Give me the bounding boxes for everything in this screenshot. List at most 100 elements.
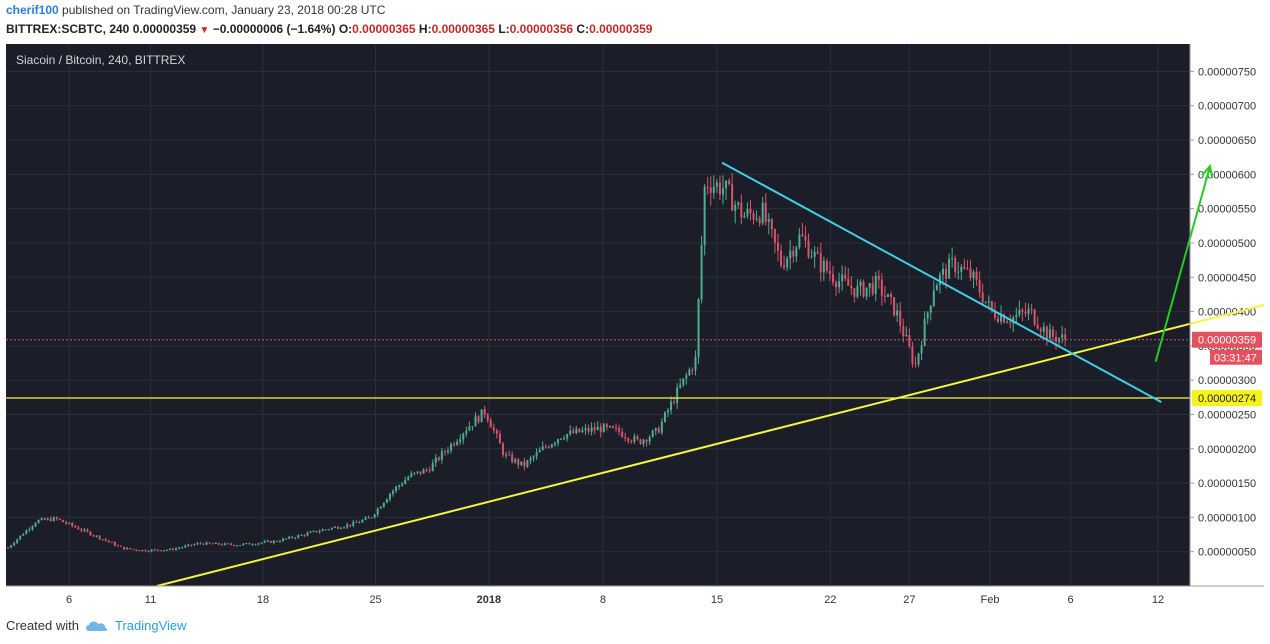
candle-body [712,186,715,193]
candle-body [715,182,718,187]
candle-body [514,459,517,463]
candle-body [312,530,315,532]
candle-body [480,409,483,423]
candle-body [996,318,999,322]
candle-body [856,285,859,297]
candle-body [703,186,706,246]
candle-body [16,539,19,543]
candle-body [764,202,767,222]
candle-body [776,242,779,251]
candle-body [126,548,129,550]
candle-body [395,486,398,491]
candle-body [615,427,618,429]
candle-body [838,281,841,288]
candle-body [263,541,266,543]
candle-body [905,335,908,337]
candle-body [1042,326,1045,332]
candle-body [938,274,941,285]
candle-body [297,535,300,538]
candle-body [123,546,126,550]
candle-body [373,514,376,518]
candle-body [40,518,43,520]
candle-body [385,499,388,503]
candle-body [361,519,364,523]
candle-body [859,281,862,286]
candle-body [291,536,294,538]
candle-body [822,261,825,273]
candle-body [865,287,868,297]
candle-body [483,409,486,415]
x-tick-label: 6 [66,594,72,606]
candle-body [975,271,978,281]
candle-body [648,437,651,442]
candle-body [248,543,251,545]
arrow-head-icon [1201,163,1214,179]
candle-body [147,551,150,553]
candle-body [663,412,666,422]
author-name[interactable]: cherif100 [6,3,59,17]
candle-body [230,543,233,545]
candle-body [972,271,975,279]
candle-body [520,461,523,465]
tradingview-link[interactable]: TradingView [114,618,187,633]
created-with-label: Created with [6,618,79,633]
candle-body [1055,336,1058,342]
open-value: 0.00000365 [352,22,416,36]
candle-body [825,261,828,271]
candle-body [22,534,25,536]
candle-body [847,278,850,286]
candle-body [639,439,642,444]
candle-body [61,519,64,523]
candle-body [86,529,89,532]
candle-body [544,446,547,448]
candle-body [929,305,932,313]
candle-body [132,549,135,551]
candle-body [422,469,425,474]
candle-body [746,208,749,216]
price-chart[interactable]: 0.00000750 0.00000700 0.00000650 0.00000600… [6,44,1264,608]
candle-body [288,536,291,539]
candle-body [691,369,694,371]
candle-body [767,219,770,222]
candle-body [471,426,474,428]
candle-body [627,438,630,442]
candle-body [804,235,807,241]
candle-body [902,326,905,337]
candle-body [333,526,336,528]
candle-body [34,523,37,527]
y-tick-label: 0.00000500 [1198,238,1256,250]
candle-body [798,234,801,248]
x-tick-label: Feb [981,594,1000,606]
candle-body [670,401,673,411]
candle-body [89,531,92,536]
candle-body [816,251,819,254]
candle-body [532,456,535,459]
chart-svg[interactable]: 0.00000750 0.00000700 0.00000650 0.00000600… [6,44,1264,608]
candle-body [709,187,712,193]
candle-body [303,534,306,536]
candle-body [324,529,327,531]
candle-body [233,544,236,546]
candle-body [437,457,440,460]
candle-body [636,436,639,440]
candle-body [899,310,902,327]
candle-body [156,549,159,551]
candle-body [923,318,926,346]
tradingview-logo-icon [85,620,108,631]
candle-body [563,438,566,440]
candle-body [223,543,226,545]
candle-body [926,312,929,319]
candle-body [401,483,404,486]
candle-body [1009,322,1012,324]
x-tick-label: 25 [369,594,381,606]
candle-body [43,518,46,520]
candle-body [474,416,477,427]
candle-body [138,550,141,552]
candle-body [159,550,162,552]
candle-body [77,527,80,530]
candle-body [914,363,917,365]
candle-body [315,530,318,533]
candle-body [505,454,508,456]
candle-body [1033,309,1036,325]
candle-body [890,294,893,298]
